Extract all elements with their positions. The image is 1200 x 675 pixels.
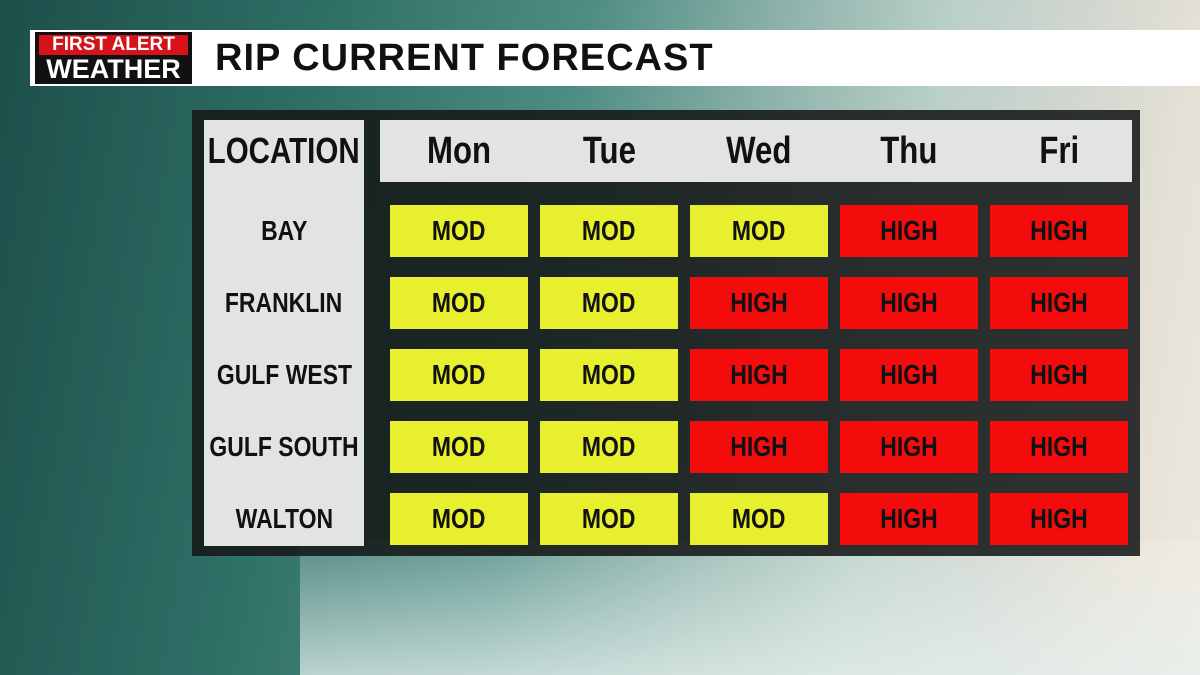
- risk-cell-text: HIGH: [730, 431, 788, 462]
- title-bar: [30, 30, 1200, 86]
- risk-cell: MOD: [540, 421, 678, 473]
- risk-cell-text: HIGH: [1030, 431, 1088, 462]
- risk-cell: MOD: [690, 205, 828, 257]
- surf-background: [300, 540, 1200, 675]
- risk-cell: HIGH: [840, 277, 978, 329]
- header-cell-text: Tue: [582, 129, 636, 172]
- logo: FIRST ALERT WEATHER: [35, 32, 192, 84]
- header-cell-text: Fri: [1039, 129, 1079, 172]
- risk-cell: HIGH: [840, 421, 978, 473]
- risk-cell-text: MOD: [432, 431, 486, 462]
- location-label-text: GULF WEST: [216, 359, 352, 390]
- risk-cell-text: HIGH: [880, 431, 938, 462]
- title: RIP CURRENT FORECAST: [215, 37, 714, 79]
- location-label-text: FRANKLIN: [225, 287, 343, 318]
- risk-cell-text: MOD: [732, 503, 786, 534]
- risk-cell-text: MOD: [582, 215, 636, 246]
- logo-line: WEATHER: [46, 54, 181, 84]
- logo-line: FIRST ALERT: [39, 35, 188, 55]
- risk-cell: HIGH: [690, 277, 828, 329]
- risk-cell: HIGH: [990, 205, 1128, 257]
- header-cell: Wed: [690, 120, 828, 182]
- location-label: GULF WEST: [204, 349, 364, 401]
- risk-cell-text: HIGH: [1030, 503, 1088, 534]
- location-label-text: WALTON: [235, 503, 333, 534]
- risk-cell: HIGH: [990, 277, 1128, 329]
- risk-cell-text: MOD: [582, 359, 636, 390]
- location-label: GULF SOUTH: [204, 421, 364, 473]
- header-cell-text: Wed: [726, 129, 792, 172]
- risk-cell-text: HIGH: [880, 503, 938, 534]
- risk-cell-text: MOD: [582, 503, 636, 534]
- risk-cell-text: HIGH: [1030, 359, 1088, 390]
- risk-cell: HIGH: [990, 493, 1128, 545]
- risk-cell: MOD: [690, 493, 828, 545]
- risk-cell: HIGH: [690, 421, 828, 473]
- header-cell: Fri: [990, 120, 1128, 182]
- risk-cell: MOD: [540, 205, 678, 257]
- risk-cell: HIGH: [840, 493, 978, 545]
- risk-cell: MOD: [390, 349, 528, 401]
- risk-cell-text: HIGH: [880, 359, 938, 390]
- header-cell-text: LOCATION: [208, 130, 360, 171]
- risk-cell: HIGH: [990, 349, 1128, 401]
- risk-cell-text: MOD: [432, 359, 486, 390]
- risk-cell: MOD: [540, 493, 678, 545]
- risk-cell: HIGH: [840, 205, 978, 257]
- risk-cell: MOD: [390, 277, 528, 329]
- risk-cell-text: MOD: [432, 503, 486, 534]
- risk-cell-text: HIGH: [880, 287, 938, 318]
- risk-cell-text: HIGH: [730, 359, 788, 390]
- location-column: [204, 120, 364, 546]
- risk-cell: MOD: [540, 277, 678, 329]
- risk-cell-text: MOD: [432, 287, 486, 318]
- risk-cell-text: MOD: [432, 215, 486, 246]
- risk-cell-text: HIGH: [1030, 215, 1088, 246]
- header-cell: Tue: [540, 120, 678, 182]
- risk-cell: MOD: [390, 493, 528, 545]
- risk-cell-text: MOD: [582, 431, 636, 462]
- header-row: [380, 120, 1132, 182]
- header-cell: Thu: [840, 120, 978, 182]
- location-label-text: BAY: [260, 215, 308, 246]
- risk-cell-text: HIGH: [880, 215, 938, 246]
- location-label: FRANKLIN: [204, 277, 364, 329]
- header-cell-text: Mon: [426, 129, 492, 172]
- location-label: WALTON: [204, 493, 364, 545]
- risk-cell: MOD: [540, 349, 678, 401]
- risk-cell: HIGH: [990, 421, 1128, 473]
- location-label: BAY: [204, 205, 364, 257]
- risk-cell: HIGH: [690, 349, 828, 401]
- risk-cell: MOD: [390, 205, 528, 257]
- risk-cell-text: MOD: [582, 287, 636, 318]
- location-label-text: GULF SOUTH: [209, 431, 359, 462]
- header-cell-text: Thu: [880, 129, 938, 172]
- header-cell: Mon: [390, 120, 528, 182]
- risk-cell: HIGH: [840, 349, 978, 401]
- risk-cell-text: MOD: [732, 215, 786, 246]
- risk-cell-text: HIGH: [1030, 287, 1088, 318]
- risk-cell-text: HIGH: [730, 287, 788, 318]
- header-cell: LOCATION: [204, 120, 364, 182]
- risk-cell: MOD: [390, 421, 528, 473]
